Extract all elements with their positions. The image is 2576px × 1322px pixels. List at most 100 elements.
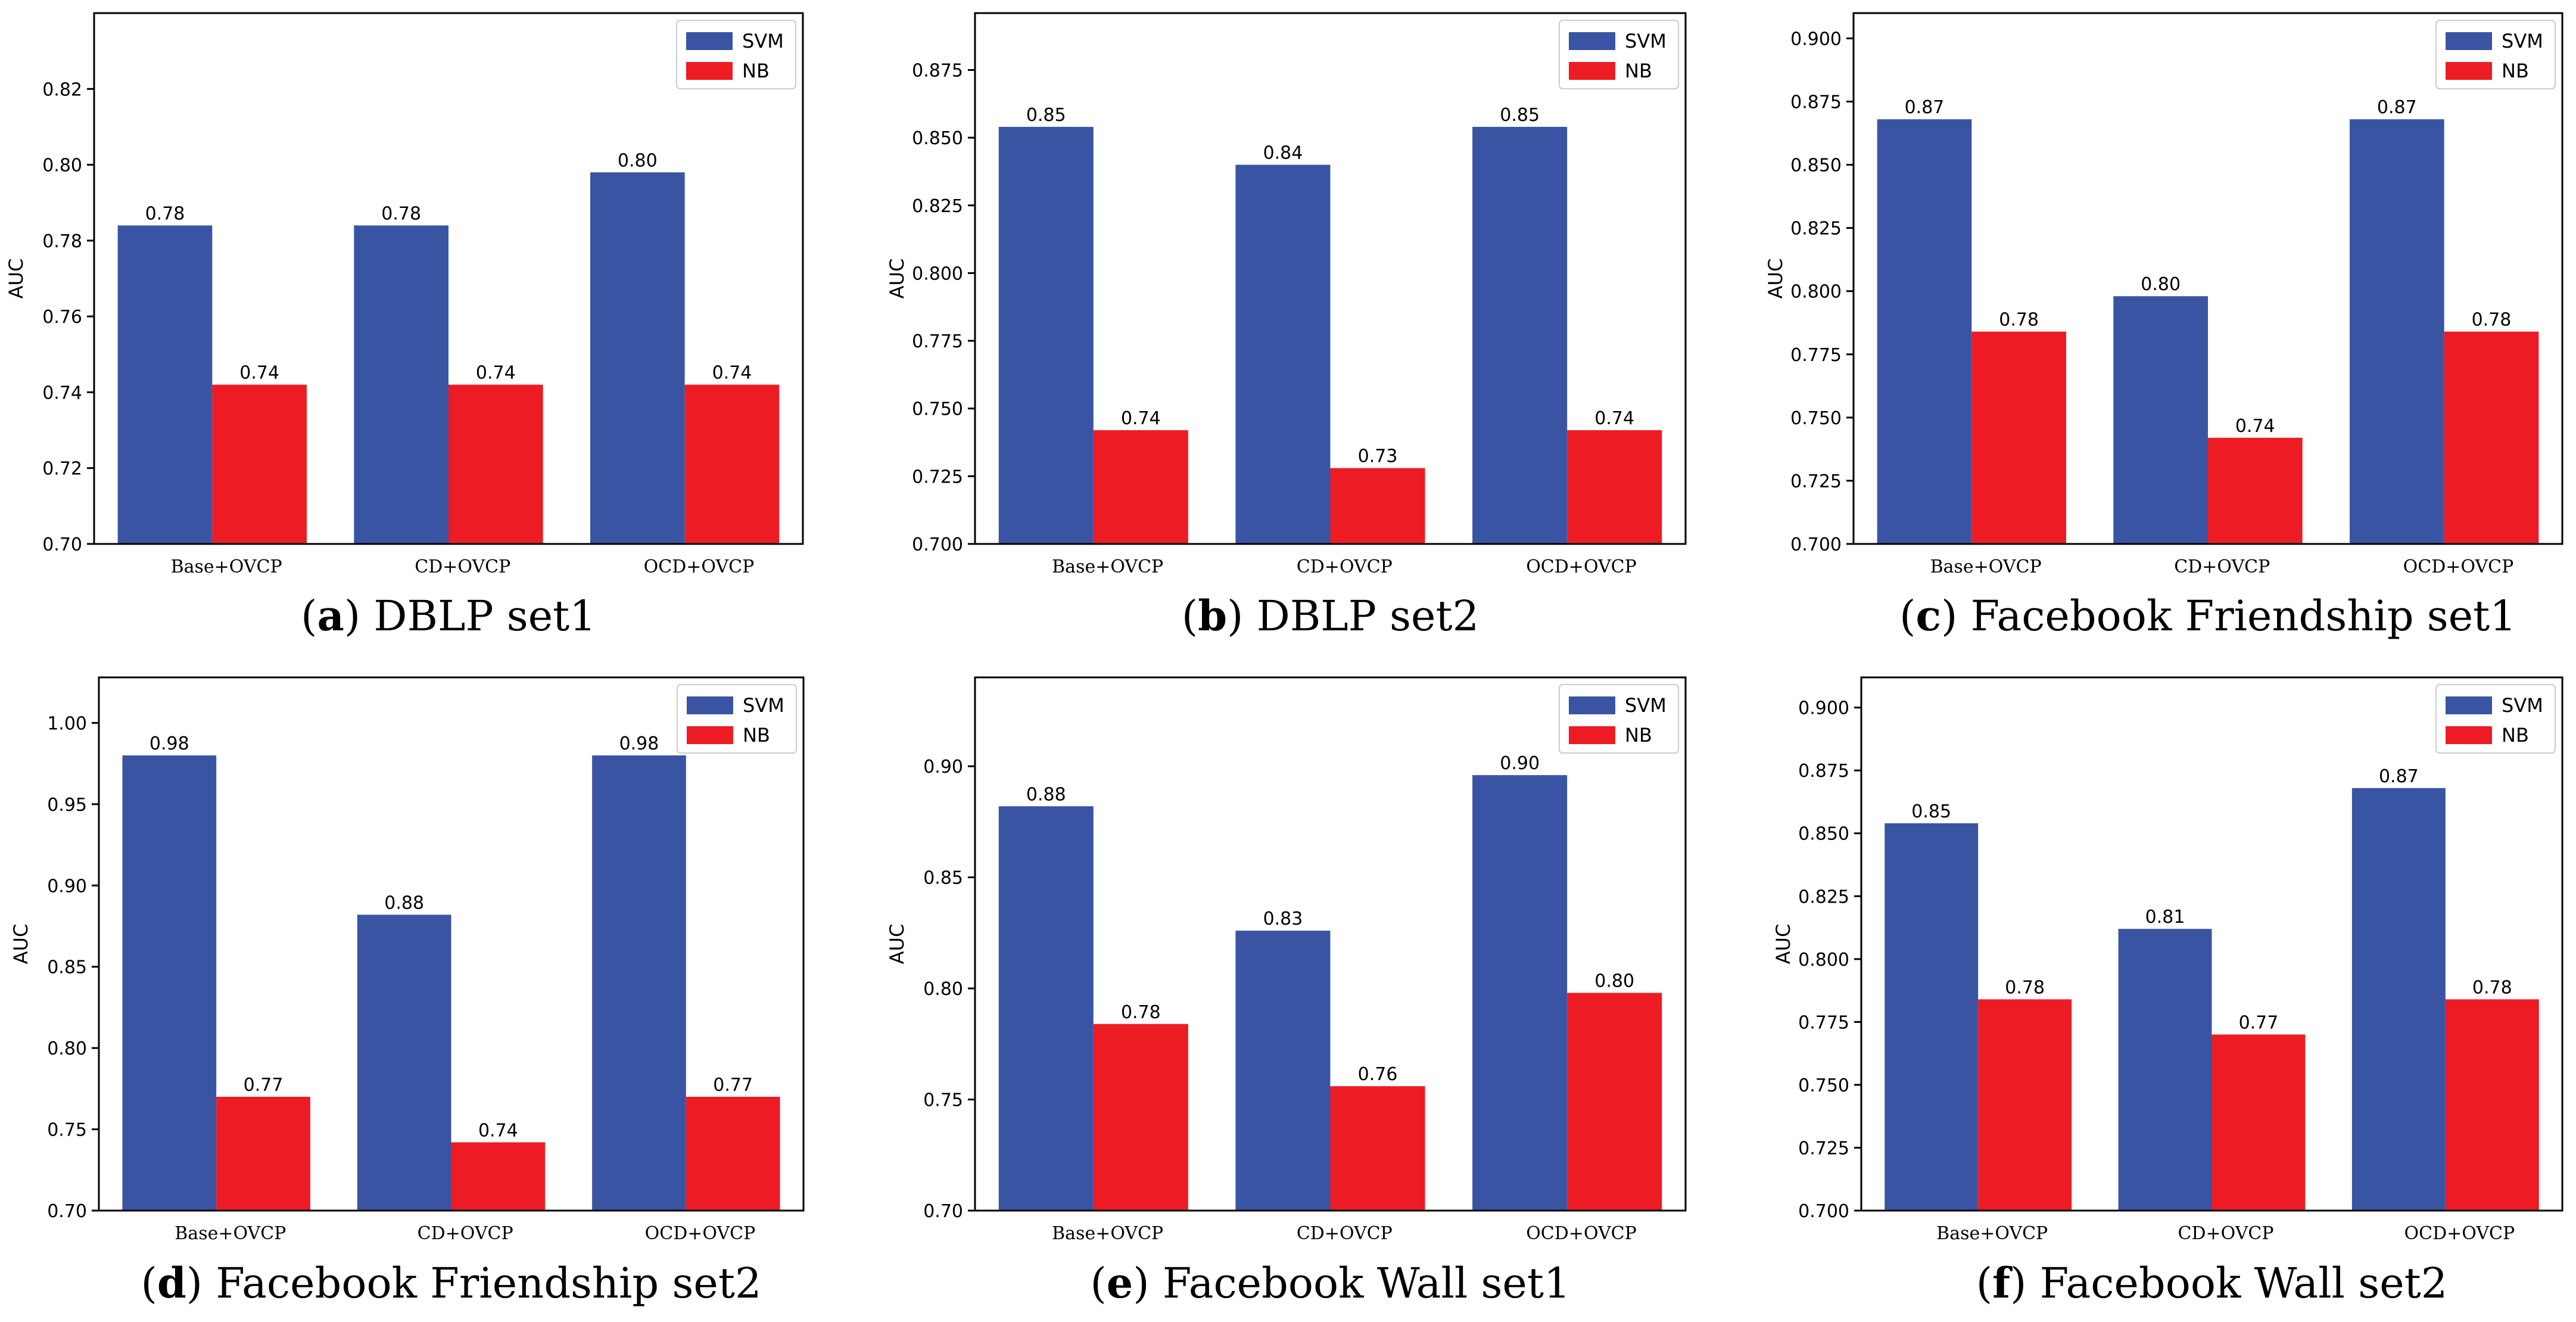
y-tick-label: 0.75 (47, 1120, 87, 1141)
x-tick-label-3: OCD+OVCP (645, 1223, 756, 1244)
y-tick-label: 0.750 (912, 399, 963, 420)
bar-value-label-nb-1: 0.74 (1121, 408, 1161, 429)
bar-value-label-svm-1: 0.78 (145, 203, 185, 224)
caption-paren-close: ) (1941, 592, 1971, 640)
y-tick-label: 0.85 (47, 957, 87, 978)
bar-value-label-svm-2: 0.88 (384, 892, 424, 913)
bar-value-label-svm-3: 0.87 (2379, 766, 2419, 787)
bar-nb-1 (212, 384, 307, 544)
bar-value-label-svm-1: 0.88 (1026, 784, 1066, 805)
bar-svm-2 (357, 914, 451, 1211)
caption-paren-open: ( (141, 1259, 157, 1308)
bar-svm-3 (1472, 775, 1568, 1211)
bar-value-label-nb-1: 0.78 (2005, 977, 2045, 998)
bar-nb-3 (1567, 430, 1662, 544)
bar-value-label-nb-3: 0.80 (1594, 971, 1634, 992)
caption-title: Facebook Wall set1 (1163, 1259, 1571, 1308)
caption-paren-open: ( (1976, 1259, 1992, 1308)
y-tick-label: 0.80 (42, 155, 82, 176)
legend-swatch-svm (1569, 696, 1615, 714)
bar-value-label-svm-2: 0.83 (1263, 909, 1303, 929)
y-tick-label: 0.800 (1798, 950, 1849, 970)
y-tick-label: 0.90 (47, 876, 87, 897)
caption-letter: b (1198, 591, 1227, 640)
bar-value-label-svm-3: 0.98 (619, 733, 659, 754)
caption-paren-open: ( (1182, 592, 1198, 640)
x-tick-label-2: CD+OVCP (1297, 556, 1393, 577)
bar-nb-3 (2445, 999, 2539, 1211)
panel-caption: (b) DBLP set2 (1182, 591, 1479, 640)
y-axis-label: AUC (886, 259, 908, 299)
bar-nb-3 (686, 1096, 780, 1211)
legend-swatch-nb (1569, 62, 1615, 80)
bar-value-label-nb-2: 0.74 (478, 1120, 518, 1141)
legend-label-svm: SVM (1625, 694, 1667, 717)
bar-nb-3 (1567, 993, 1662, 1211)
y-tick-label: 0.800 (912, 263, 963, 284)
y-tick-label: 0.78 (42, 231, 82, 252)
caption-title: Facebook Wall set2 (2040, 1259, 2448, 1308)
y-tick-label: 0.900 (1790, 29, 1842, 49)
caption-paren-close: ) (2010, 1259, 2040, 1308)
legend-label-nb: NB (743, 724, 770, 746)
chart-panel-c: 0.87 0.78 Base+OVCP 0.80 0.74 CD+OVCP 0.87 0.78… (1764, 12, 2563, 640)
x-tick-label-2: CD+OVCP (1297, 1223, 1393, 1244)
x-tick-label-3: OCD+OVCP (2404, 1223, 2515, 1244)
bar-nb-2 (2211, 1034, 2306, 1211)
bar-value-label-svm-2: 0.81 (2145, 907, 2185, 928)
chart-panel-d: 0.98 0.77 Base+OVCP 0.88 0.74 CD+OVCP 0.98 0.77… (10, 676, 805, 1308)
bar-value-label-nb-1: 0.78 (1999, 310, 2039, 331)
bar-value-label-nb-2: 0.76 (1358, 1064, 1398, 1085)
bar-value-label-svm-1: 0.85 (1911, 801, 1951, 822)
y-tick-label: 0.900 (1798, 698, 1849, 719)
bar-value-label-svm-3: 0.87 (2377, 97, 2417, 118)
y-tick-label: 0.825 (1798, 886, 1849, 907)
legend-label-svm: SVM (1625, 30, 1667, 52)
y-tick-label: 0.850 (1798, 824, 1849, 845)
bar-value-label-nb-3: 0.77 (713, 1075, 753, 1096)
y-axis-label: AUC (5, 259, 27, 299)
legend-swatch-nb (2446, 62, 2492, 80)
y-tick-label: 0.875 (1798, 761, 1849, 782)
y-tick-label: 0.90 (923, 757, 963, 777)
bar-value-label-svm-2: 0.78 (381, 203, 421, 224)
bar-nb-2 (451, 1142, 546, 1211)
legend-swatch-nb (687, 726, 733, 744)
bar-value-label-nb-1: 0.77 (244, 1075, 284, 1096)
legend-label-svm: SVM (2502, 694, 2543, 717)
bar-value-label-nb-1: 0.74 (239, 363, 279, 384)
y-axis-label: AUC (1772, 924, 1795, 965)
y-tick-label: 0.775 (912, 331, 963, 352)
y-tick-label: 1.00 (47, 713, 87, 734)
caption-letter: f (1992, 1258, 2013, 1308)
bar-nb-2 (1330, 468, 1425, 544)
bar-nb-3 (684, 384, 780, 544)
plot-frame (98, 676, 805, 1212)
bar-nb-1 (1093, 430, 1188, 544)
caption-title: Facebook Friendship set1 (1971, 592, 2516, 640)
bar-nb-2 (2208, 437, 2303, 544)
x-tick-label-2: CD+OVCP (415, 556, 510, 577)
bar-svm-1 (117, 225, 213, 544)
y-tick-label: 0.82 (42, 79, 82, 100)
bar-svm-1 (998, 806, 1094, 1211)
x-tick-label-2: CD+OVCP (2178, 1223, 2274, 1244)
plot-frame (93, 12, 804, 545)
panel-caption: (e) Facebook Wall set1 (1090, 1258, 1570, 1308)
bar-nb-3 (2444, 331, 2539, 544)
y-tick-label: 0.775 (1798, 1012, 1849, 1033)
x-tick-label-1: Base+OVCP (175, 1223, 286, 1244)
y-tick-label: 0.700 (1798, 1201, 1849, 1222)
bar-svm-3 (1472, 126, 1568, 544)
y-tick-label: 0.80 (923, 979, 963, 1000)
bar-svm-2 (2118, 929, 2212, 1211)
bar-value-label-nb-2: 0.74 (2235, 416, 2275, 437)
legend-label-nb: NB (2502, 724, 2529, 746)
caption-letter: d (157, 1258, 186, 1308)
bar-svm-3 (592, 755, 686, 1211)
bar-svm-2 (354, 225, 448, 544)
x-tick-label-1: Base+OVCP (1052, 556, 1163, 577)
caption-paren-close: ) (1227, 592, 1257, 640)
legend-swatch-svm (686, 32, 733, 50)
legend-swatch-svm (2446, 696, 2492, 714)
